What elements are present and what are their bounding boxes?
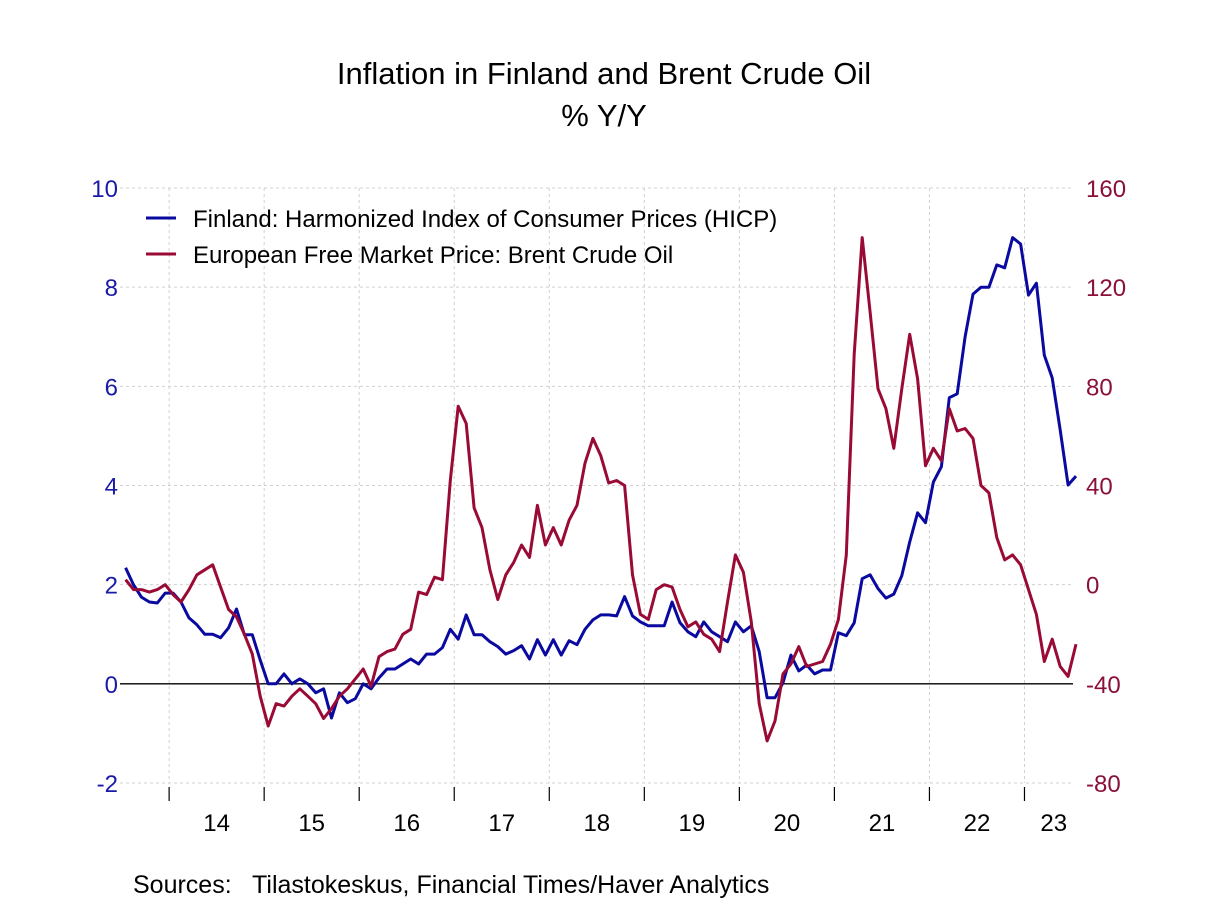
line-hicp [124, 236, 1078, 720]
x-tick-label: 18 [583, 810, 610, 837]
y-left-tick-label: -2 [97, 771, 118, 798]
y-right-tick-label: 160 [1086, 176, 1126, 203]
chart-title: Inflation in Finland and Brent Crude Oil [337, 56, 871, 91]
y-right-tick-label: 80 [1086, 374, 1113, 401]
legend-label-hicp: Finland: Harmonized Index of Consumer Pr… [193, 206, 777, 233]
x-tick-label: 22 [964, 810, 991, 837]
x-tick-label: 17 [488, 810, 515, 837]
axes: -2 0 2 4 6 8 10 -80 -40 0 40 80 120 160 14 15 16 17 18 19 20… [91, 176, 1126, 837]
y-right-tick-label: -40 [1086, 672, 1121, 699]
x-tick-label: 14 [203, 810, 230, 837]
y-left-tick-label: 6 [105, 374, 118, 401]
y-right-tick-label: -80 [1086, 771, 1121, 798]
series-lines [124, 236, 1078, 743]
x-tick-label: 15 [298, 810, 325, 837]
x-tick-label: 16 [393, 810, 420, 837]
y-left-tick-label: 2 [105, 573, 118, 600]
y-left-tick-label: 10 [91, 176, 118, 203]
x-tick-label: 23 [1040, 810, 1067, 837]
y-right-tick-label: 40 [1086, 474, 1113, 501]
legend-label-brent: European Free Market Price: Brent Crude … [193, 242, 673, 269]
legend: Finland: Harmonized Index of Consumer Pr… [146, 206, 777, 269]
y-left-tick-label: 0 [105, 672, 118, 699]
x-tick-label: 21 [869, 810, 896, 837]
x-tick-label: 20 [774, 810, 801, 837]
y-right-tick-label: 0 [1086, 573, 1099, 600]
source-note: Sources: Tilastokeskus, Financial Times/… [133, 871, 769, 899]
y-right-tick-label: 120 [1086, 275, 1126, 302]
chart-subtitle: % Y/Y [561, 98, 647, 133]
line-brent [124, 236, 1078, 743]
grid [120, 187, 1073, 784]
x-tick-label: 19 [678, 810, 705, 837]
y-left-tick-label: 8 [105, 275, 118, 302]
y-left-tick-label: 4 [105, 474, 118, 501]
